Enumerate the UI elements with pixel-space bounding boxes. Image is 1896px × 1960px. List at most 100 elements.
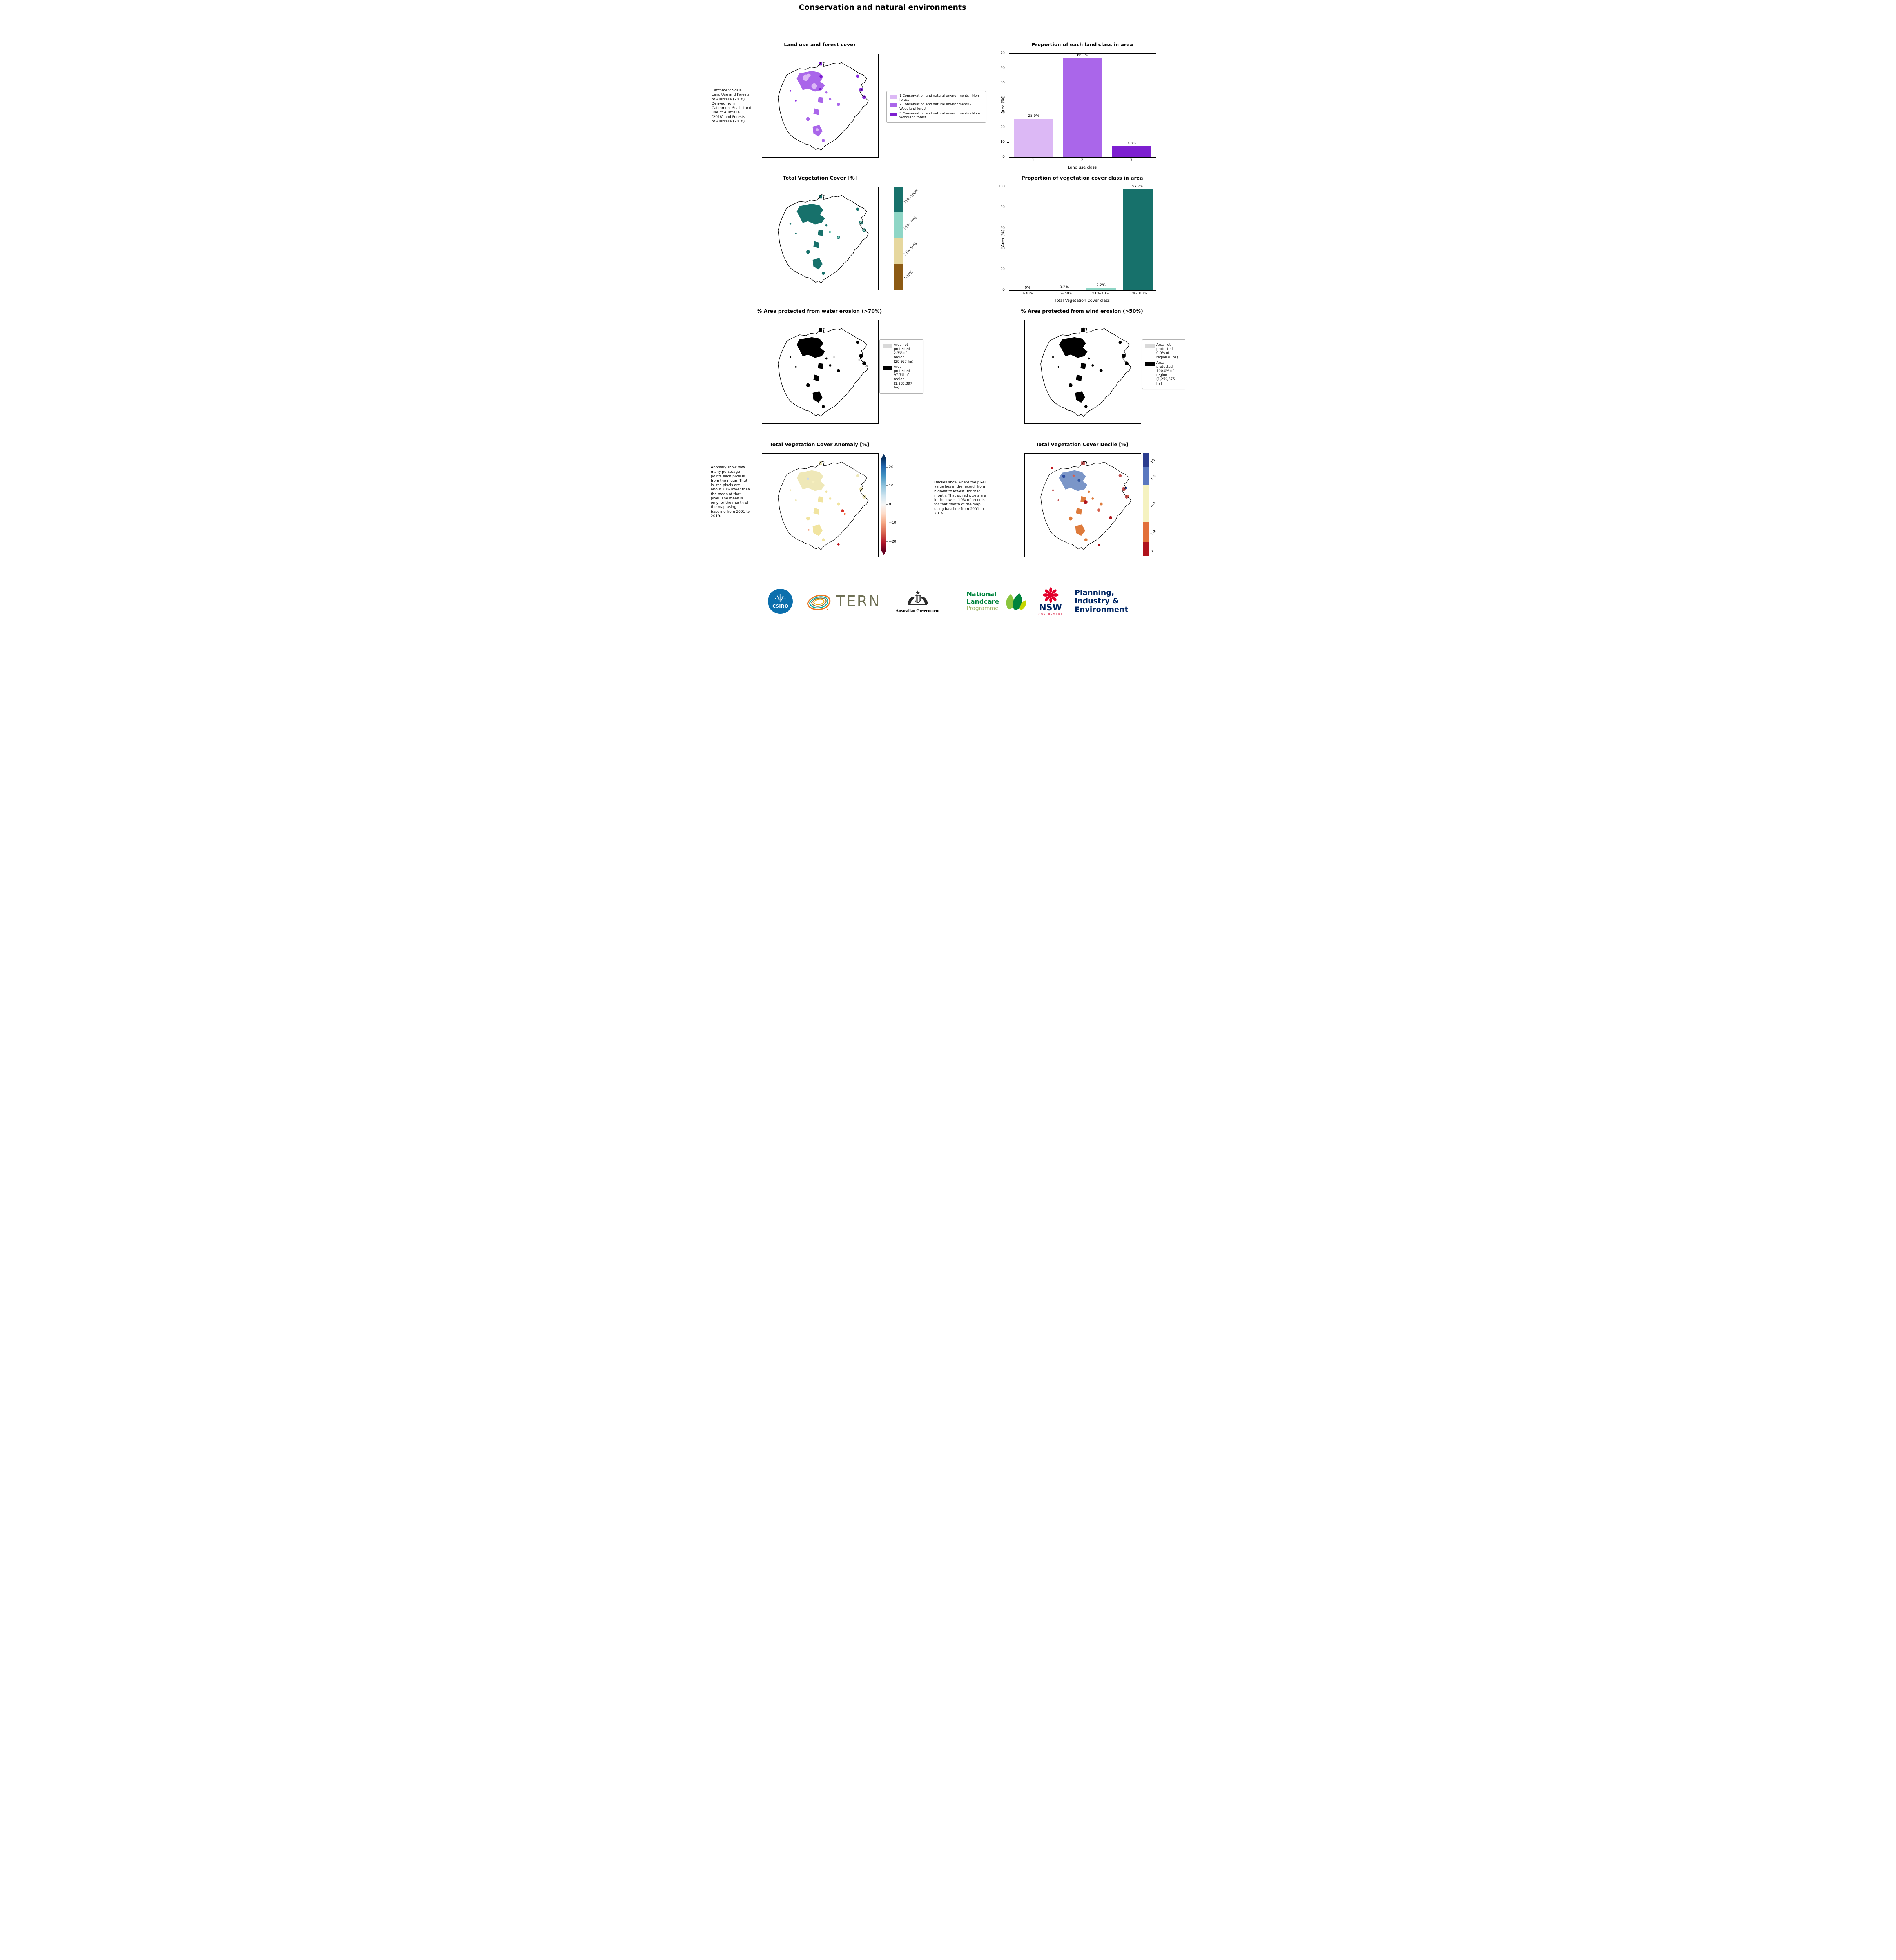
water-erosion-title: % Area protected from water erosion (>70…	[757, 308, 882, 314]
colorbar-tick: 10	[889, 484, 894, 488]
csiro-dots-icon	[775, 594, 786, 602]
legend-label: Area not protected 0.0% of region (0 ha)	[1156, 343, 1178, 359]
wind-erosion-legend: Area not protected 0.0% of region (0 ha)…	[1142, 339, 1185, 390]
legend-label: Area protected 97.7% of region (1,230,89…	[894, 365, 912, 390]
waratah-icon	[1042, 587, 1059, 603]
y-tick-label: 50	[1000, 81, 1005, 85]
y-tick-label: 100	[998, 185, 1005, 189]
wind-erosion-title: % Area protected from wind erosion (>50%…	[1021, 308, 1143, 314]
colorbar-label: 8-9	[1150, 474, 1157, 481]
planning-line: Environment	[1074, 605, 1128, 614]
legend-item: 3 Conservation and natural environments …	[890, 112, 983, 120]
planning-line: Planning,	[1074, 588, 1115, 597]
y-axis-ticks: 0 10 20 30 40 50 60 70	[992, 51, 1008, 159]
bar-3	[1112, 146, 1151, 157]
y-tick-label: 20	[1000, 267, 1005, 272]
colorbar-segment	[894, 212, 903, 238]
legend-label: 3 Conservation and natural environments …	[899, 111, 980, 120]
landuse-legend: 1 Conservation and natural environments …	[886, 91, 986, 123]
anomaly-map-graphic	[778, 461, 869, 550]
colorbar-segment	[894, 187, 903, 212]
landcare-line: National	[966, 590, 997, 598]
decile-map	[1024, 453, 1141, 557]
nsw-government-label: GOVERNMENT	[1038, 613, 1063, 616]
landclass-chart-title: Proportion of each land class in area	[1031, 42, 1133, 47]
plot-area: 25.9% 66.7% 7.3%	[1007, 53, 1156, 158]
colorbar-segment	[1143, 453, 1149, 467]
x-tick-label: 3	[1130, 158, 1133, 162]
x-tick-label: 2	[1081, 158, 1084, 162]
decile-map-graphic	[1040, 461, 1131, 550]
colorbar-tick: −20	[889, 540, 896, 544]
colorbar-tick: 20	[889, 465, 894, 469]
colorbar-label: 71%-100%	[903, 188, 920, 205]
landclass-bar-chart: Area (%) 0 10 20 30 40 50 60 70 25.9% 66.7% 7.3% …	[992, 51, 1157, 176]
colorbar-segment	[1143, 485, 1149, 522]
legend-item: Area protected 100.0% of region (1,259,8…	[1145, 361, 1183, 386]
colorbar-arrow-bottom	[881, 551, 886, 555]
colorbar-segment	[1143, 522, 1149, 542]
water-erosion-legend: Area not protected 2.3% of region (28,97…	[879, 339, 923, 394]
colorbar-gradient	[881, 458, 886, 551]
bar-value-label: 7.3%	[1127, 142, 1136, 146]
bar-value-label: 2.2%	[1096, 283, 1106, 288]
landuse-map	[762, 54, 879, 158]
y-tick-label: 20	[1000, 125, 1005, 129]
colorbar-label: 10	[1150, 458, 1156, 465]
australian-government-logo: Australian Government	[893, 590, 943, 613]
anomaly-note: Anomaly show how many percetage points e…	[711, 466, 750, 518]
x-axis-label: Total Vegetation Cover class	[1055, 299, 1110, 303]
vegcover-map-graphic	[778, 194, 869, 284]
x-axis-ticks: 1 2 3	[1009, 158, 1156, 163]
x-tick-label: 31%-50%	[1055, 292, 1073, 296]
vegcover-colorbar: 71%-100% 51%-70% 31%-50% 0-30%	[894, 187, 919, 290]
landcare-wordmark: National Landcare Programme	[966, 590, 999, 612]
colorbar-label: 0-30%	[903, 270, 914, 281]
legend-swatch	[883, 344, 892, 348]
legend-label: Area not protected 2.3% of region (28,97…	[894, 343, 914, 364]
legend-swatch	[1145, 361, 1155, 366]
y-tick-mark	[1007, 142, 1009, 143]
legend-swatch	[890, 112, 897, 116]
vegcover-map	[762, 187, 879, 290]
x-axis-ticks: 0-30% 31%-50% 51%-70% 71%-100%	[1009, 292, 1156, 297]
colorbar-label: 51%-70%	[903, 216, 918, 231]
colorbar-segment	[894, 264, 903, 290]
y-tick-label: 40	[1000, 96, 1005, 100]
legend-swatch	[1145, 344, 1155, 348]
vegclass-bar-chart: Area (%) 0 20 40 60 80 100 0% 0.2% 2.2% 97.7% 0-…	[992, 185, 1157, 309]
colorbar-arrow-top	[881, 454, 886, 458]
colorbar-label: 31%-50%	[903, 241, 918, 257]
x-tick-label: 51%-70%	[1092, 292, 1109, 296]
bar-2	[1063, 58, 1102, 157]
tern-logo: TERN	[805, 592, 881, 611]
y-tick-label: 0	[1002, 155, 1005, 159]
legend-item: Area protected 97.7% of region (1,230,89…	[883, 365, 920, 390]
y-tick-label: 40	[1000, 247, 1005, 251]
tern-australia-icon	[807, 595, 831, 610]
landuse-source-note: Catchment Scale Land Use and Forests of …	[712, 89, 752, 123]
colorbar-tick: 0	[889, 503, 891, 506]
legend-swatch	[890, 103, 897, 108]
legend-item: 2 Conservation and natural environments …	[890, 103, 983, 111]
x-axis-label: Land use class	[1068, 165, 1097, 170]
bar-value-label: 97.7%	[1132, 185, 1144, 189]
legend-item: Area not protected 0.0% of region (0 ha)	[1145, 343, 1183, 360]
wind-erosion-map	[1024, 320, 1141, 424]
legend-label: Area protected 100.0% of region (1,259,8…	[1156, 361, 1175, 386]
nsw-government-logo: NSW GOVERNMENT	[1038, 587, 1063, 616]
colorbar-tick: −10	[889, 521, 896, 525]
x-tick-label: 0-30%	[1021, 292, 1033, 296]
y-tick-label: 80	[1000, 205, 1005, 209]
bar-51%-70%	[1086, 288, 1116, 290]
tern-wordmark: TERN	[836, 593, 881, 610]
nsw-wordmark: NSW	[1039, 603, 1062, 613]
page-title: Conservation and natural environments	[799, 3, 966, 12]
planning-industry-environment-logo: Planning, Industry & Environment	[1074, 588, 1128, 614]
landcare-line: Programme	[966, 605, 999, 612]
landcare-leaves-icon	[1006, 593, 1026, 610]
water-erosion-map	[762, 320, 879, 424]
water-erosion-map-graphic	[778, 327, 869, 417]
colorbar-segment	[1143, 542, 1149, 556]
colorbar-label: 1	[1150, 548, 1155, 553]
